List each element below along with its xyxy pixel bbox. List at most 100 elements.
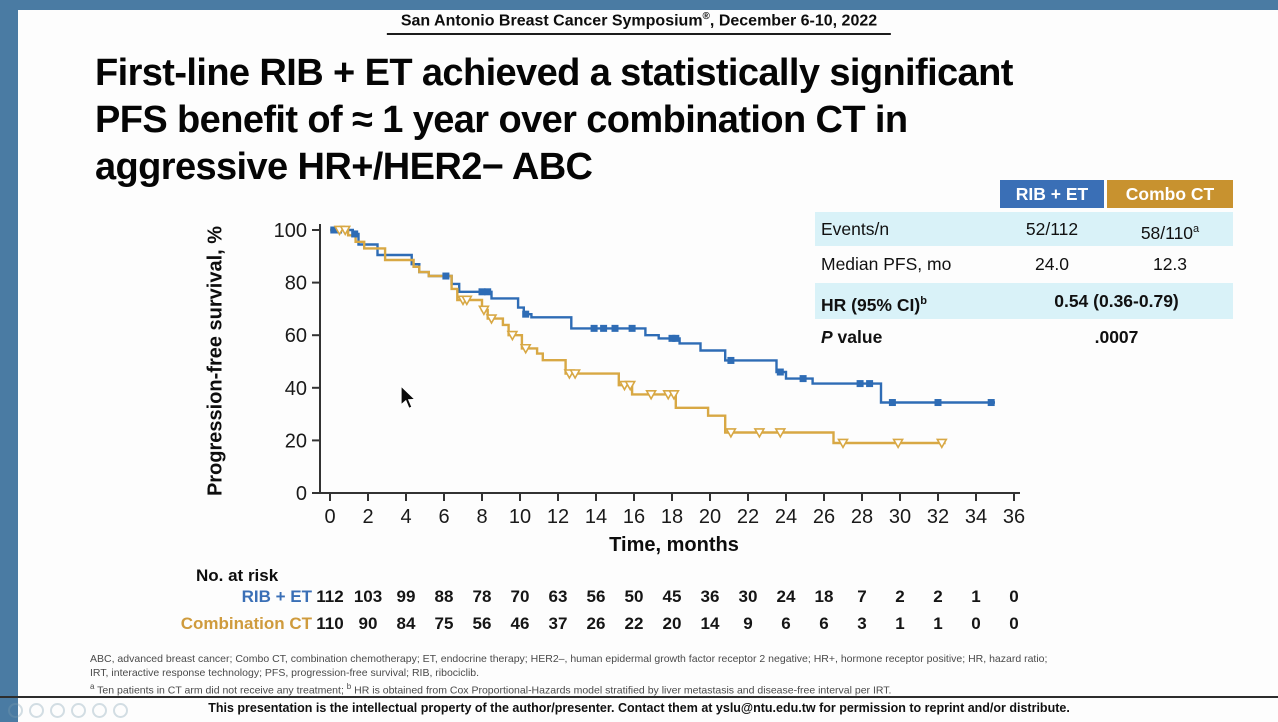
- header-text: San Antonio Breast Cancer Symposium: [400, 12, 703, 30]
- censor-mark-square: [611, 324, 619, 332]
- risk-count: 3: [857, 614, 867, 633]
- footnote-a-text: Ten patients in CT arm did not receive a…: [94, 684, 347, 697]
- censor-mark-square: [727, 356, 735, 364]
- risk-count: 56: [586, 587, 606, 606]
- risk-count: 110: [316, 614, 344, 633]
- registered-mark: ®: [702, 11, 710, 22]
- x-tick-label: 22: [737, 506, 759, 528]
- risk-count: 14: [700, 614, 720, 633]
- risk-count: 45: [662, 587, 682, 606]
- x-tick-label: 6: [438, 506, 449, 528]
- risk-count: 6: [819, 614, 829, 633]
- p-value: .0007: [1094, 327, 1139, 347]
- risk-count: 103: [353, 587, 383, 606]
- risk-count: 1: [895, 614, 905, 633]
- censor-mark-square: [442, 272, 450, 280]
- x-tick-label: 8: [476, 506, 487, 528]
- study-footnote: a Ten patients in CT arm did not receive…: [90, 680, 1260, 698]
- censor-mark-triangle: [753, 428, 766, 439]
- censor-mark-triangle: [774, 428, 787, 439]
- risk-count: 0: [1009, 587, 1019, 606]
- risk-row-label-combination-ct: Combination CT: [180, 614, 312, 633]
- x-tick-label: 12: [547, 506, 569, 528]
- x-tick-label: 32: [927, 506, 949, 528]
- risk-count: 84: [396, 614, 416, 633]
- censor-mark-square: [522, 310, 530, 318]
- risk-count: 46: [510, 614, 530, 633]
- risk-row-label-rib-et: RIB + ET: [241, 587, 312, 606]
- row-label: Median PFS, mo: [821, 254, 952, 274]
- column-header-rib-et: RIB + ET: [1000, 180, 1104, 208]
- title-line-2: PFS benefit of ≈ 1 year over combination…: [95, 99, 908, 141]
- row-label: Events/n: [821, 219, 890, 239]
- censor-mark-square: [934, 399, 942, 407]
- value-word: value: [832, 327, 883, 347]
- censor-mark-triangle: [519, 343, 532, 355]
- title-line-1: First-line RIB + ET achieved a statistic…: [95, 52, 1013, 94]
- x-tick-label: 26: [813, 506, 835, 528]
- risk-count: 90: [358, 614, 378, 633]
- risk-count: 63: [548, 587, 568, 606]
- table-row-events: Events/n 52/112 58/110a: [815, 212, 1233, 246]
- footnote-b-marker: b: [346, 682, 352, 691]
- risk-count: 2: [895, 587, 905, 606]
- x-tick-label: 14: [585, 506, 607, 528]
- censor-mark-square: [866, 380, 874, 388]
- row-label: HR (95% CI)b: [821, 283, 927, 323]
- censor-mark-triangle: [478, 305, 490, 316]
- censor-mark-square: [484, 288, 492, 296]
- censor-mark-square: [799, 375, 807, 383]
- censor-mark-triangle: [935, 438, 948, 450]
- header-date: , December 6-10, 2022: [709, 12, 878, 30]
- censor-mark-triangle: [485, 314, 498, 325]
- player-control-icon: [50, 703, 65, 718]
- censor-mark-triangle: [624, 380, 637, 392]
- risk-count: 0: [1009, 614, 1019, 633]
- events-combo-value: 58/110: [1140, 222, 1194, 243]
- left-border-bar: [0, 0, 18, 722]
- censor-mark-triangle: [506, 330, 519, 342]
- footnote-marker-a: a: [1193, 223, 1200, 235]
- x-tick-label: 0: [324, 506, 335, 528]
- censor-mark-square: [478, 288, 486, 296]
- x-tick-label: 24: [775, 506, 797, 528]
- risk-count: 7: [857, 587, 867, 606]
- censor-mark-triangle: [725, 428, 737, 439]
- events-rib-et: 52/112: [1025, 219, 1079, 239]
- risk-count: 88: [434, 587, 454, 606]
- censor-mark-square: [590, 324, 598, 332]
- player-control-icon: [113, 703, 128, 718]
- y-tick-label: 20: [285, 430, 307, 452]
- censor-mark-square: [672, 334, 680, 342]
- table-row-hazard-ratio: HR (95% CI)b 0.54 (0.36-0.79): [815, 283, 1233, 319]
- risk-count: 6: [781, 614, 791, 633]
- x-tick-label: 18: [661, 506, 683, 528]
- risk-count: 50: [624, 587, 644, 606]
- y-tick-label: 40: [285, 378, 307, 400]
- risk-count: 9: [743, 614, 753, 633]
- x-tick-label: 20: [699, 506, 721, 528]
- risk-count: 70: [510, 587, 530, 606]
- censor-mark-triangle: [837, 438, 849, 450]
- player-control-icon: [92, 703, 107, 718]
- risk-count: 26: [586, 614, 606, 633]
- x-axis-title: Time, months: [609, 534, 739, 556]
- symposium-header: San Antonio Breast Cancer Symposium®, De…: [386, 11, 892, 36]
- risk-count: 1: [971, 587, 981, 606]
- y-axis-title: Progression-free survival, %: [204, 225, 227, 497]
- title-line-3: aggressive HR+/HER2− ABC: [95, 146, 593, 188]
- censor-mark-square: [351, 230, 359, 238]
- table-row-p-value: P value .0007: [815, 319, 1233, 356]
- mouse-cursor: [400, 385, 417, 410]
- risk-count: 36: [700, 587, 720, 606]
- abbreviations-footnote-line1: ABC, advanced breast cancer; Combo CT, c…: [90, 653, 1048, 665]
- footnote-a-marker: a: [90, 682, 95, 691]
- hr-value: 0.54 (0.36-0.79): [1054, 291, 1179, 311]
- risk-count: 56: [472, 614, 492, 633]
- stats-table: RIB + ET Combo CT Events/n 52/112 58/110…: [815, 180, 1233, 356]
- risk-count: 18: [814, 587, 834, 606]
- risk-count: 78: [472, 587, 492, 606]
- risk-count: 0: [971, 614, 981, 633]
